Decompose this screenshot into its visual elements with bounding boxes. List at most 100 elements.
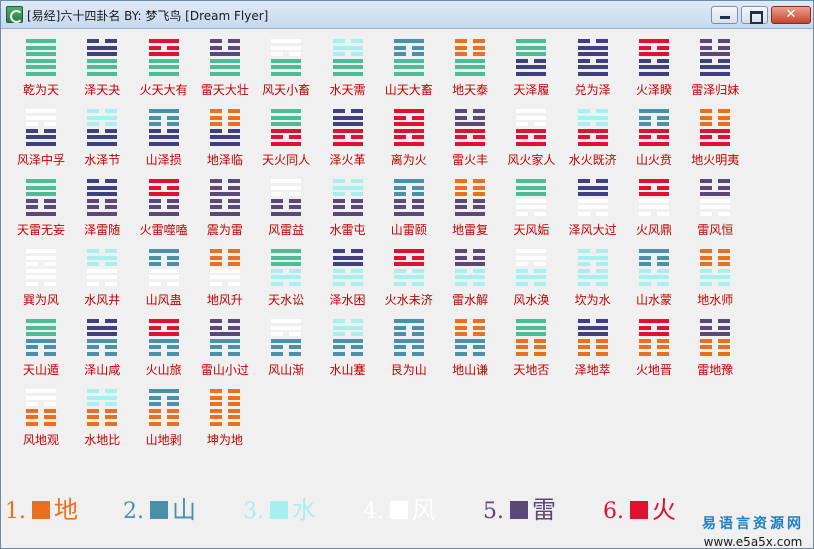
hexagram-symbol [455, 179, 486, 217]
yang-line [639, 319, 669, 323]
hexagram-symbol [26, 249, 56, 287]
line-segment [700, 135, 713, 140]
yin-line [148, 122, 179, 127]
line-segment [700, 122, 713, 127]
line-segment [26, 345, 38, 350]
hexagram-cell: 乾为天 [9, 39, 73, 107]
line-segment [26, 262, 38, 267]
line-segment [455, 72, 486, 76]
maximize-button[interactable] [741, 6, 768, 24]
hexagram-name: 雷火丰 [452, 153, 489, 167]
yin-line [639, 45, 669, 50]
line-segment [105, 198, 118, 203]
hexagram-cell: 雷地豫 [683, 319, 747, 387]
line-segment [271, 142, 302, 146]
line-segment [44, 262, 56, 267]
title-bar[interactable]: [易经]六十四卦名 BY: 梦飞鸟 [Dream Flyer] ✕ [1, 1, 813, 29]
line-segment [639, 352, 651, 356]
line-segment [332, 268, 345, 273]
yang-line [639, 198, 669, 203]
hexagram-symbol [639, 249, 669, 287]
line-segment [105, 179, 118, 183]
yang-line [332, 122, 363, 127]
hexagram-symbol [87, 179, 118, 217]
yang-line [577, 72, 608, 76]
line-segment [516, 58, 529, 63]
line-segment [332, 249, 345, 253]
hexagram-name: 山水蒙 [635, 293, 672, 307]
yin-line [639, 338, 669, 343]
hexagram-symbol [209, 319, 240, 357]
line-segment [393, 109, 424, 113]
yin-line [271, 345, 302, 350]
yin-line [577, 249, 608, 253]
line-segment [595, 249, 608, 253]
line-segment [350, 109, 363, 113]
line-segment [271, 255, 302, 260]
line-segment [639, 249, 669, 253]
line-segment [639, 122, 651, 127]
app-icon[interactable] [6, 6, 23, 23]
yang-line [87, 212, 118, 216]
hexagram-cell: 山水蒙 [622, 249, 686, 317]
line-segment [700, 109, 713, 113]
line-segment [227, 352, 240, 356]
yang-line [332, 185, 363, 190]
line-segment [105, 109, 118, 113]
hexagram-cell: 水地比 [70, 389, 134, 457]
line-segment [473, 255, 486, 260]
line-segment [26, 422, 38, 426]
line-segment [26, 389, 56, 393]
line-segment [44, 408, 56, 413]
hexagram-cell: 地火明夷 [683, 109, 747, 177]
line-segment [718, 109, 731, 113]
yin-line [700, 45, 731, 50]
yang-line [516, 45, 547, 50]
line-segment [534, 122, 547, 127]
line-segment [289, 52, 302, 57]
line-segment [332, 185, 363, 190]
line-segment [105, 249, 118, 253]
line-segment [26, 128, 38, 133]
yin-line [700, 109, 731, 113]
line-segment [700, 39, 713, 43]
hexagram-cell: 火地晋 [622, 319, 686, 387]
line-segment [227, 402, 240, 407]
line-segment [657, 255, 669, 260]
yin-line [516, 122, 547, 127]
line-segment [534, 212, 547, 216]
hexagram-cell: 天火同人 [254, 109, 318, 177]
line-segment [577, 325, 608, 330]
yang-line [577, 65, 608, 70]
yang-line [577, 275, 608, 280]
yin-line [516, 268, 547, 273]
yin-line [577, 135, 608, 140]
line-segment [393, 128, 424, 133]
line-segment [87, 319, 100, 323]
yin-line [332, 39, 363, 43]
hexagram-cell: 兑为泽 [561, 39, 625, 107]
hexagram-symbol [87, 109, 118, 147]
line-segment [718, 45, 731, 50]
close-button[interactable]: ✕ [771, 6, 811, 24]
line-segment [87, 212, 118, 216]
yin-line [332, 332, 363, 337]
line-segment [516, 115, 547, 120]
line-segment [393, 268, 406, 273]
line-segment [393, 262, 424, 267]
yang-line [209, 332, 240, 337]
line-segment [455, 122, 486, 127]
line-segment [271, 65, 302, 70]
yin-line [209, 185, 240, 190]
line-segment [271, 45, 302, 50]
line-segment [700, 45, 713, 50]
hexagram-cell: 水火既济 [561, 109, 625, 177]
hexagram-name: 水雷屯 [329, 223, 366, 237]
minimize-button[interactable] [711, 6, 738, 24]
yang-line [700, 198, 731, 203]
hexagram-name: 天山遁 [22, 363, 59, 377]
yin-line [332, 345, 363, 350]
line-segment [639, 142, 669, 146]
line-segment [227, 45, 240, 50]
line-segment [700, 58, 713, 63]
